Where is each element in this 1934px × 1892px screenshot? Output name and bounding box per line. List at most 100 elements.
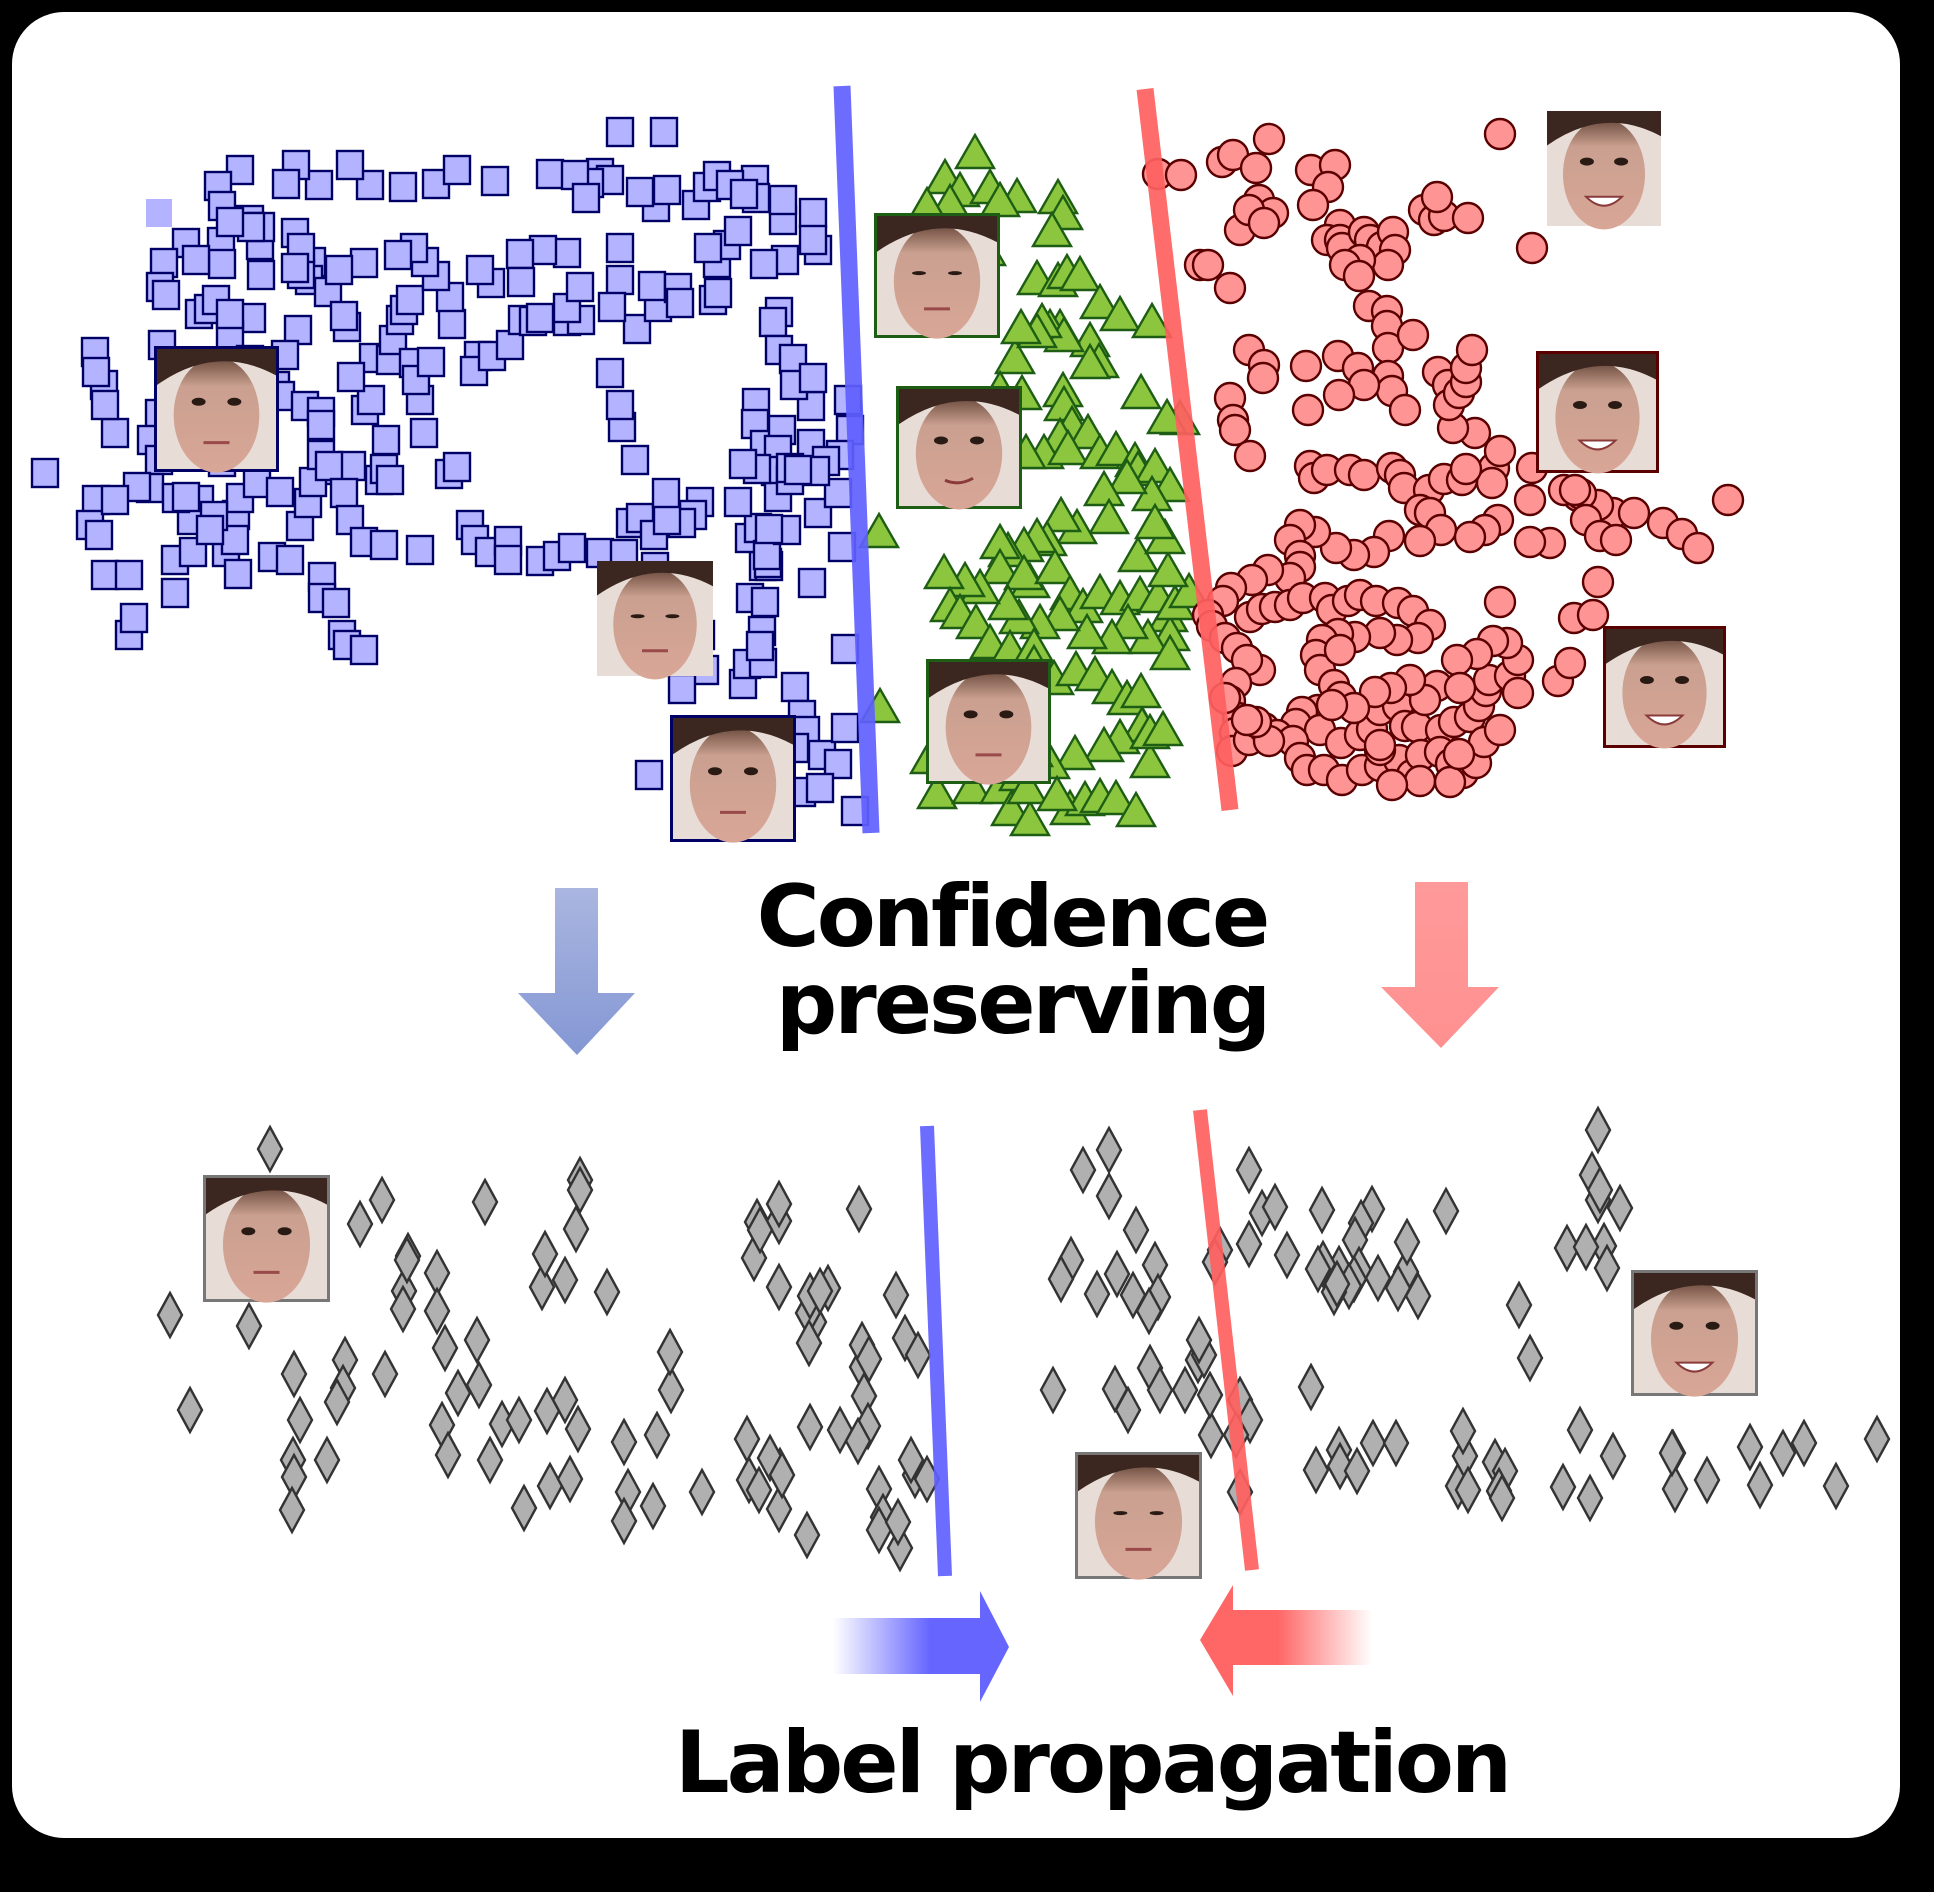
- square-marker: [405, 534, 435, 566]
- diamond-marker: [278, 1485, 306, 1535]
- triangle-marker: [954, 602, 998, 640]
- square-marker: [223, 558, 253, 590]
- square-marker: [329, 300, 359, 332]
- triangle-marker: [1046, 428, 1090, 466]
- square-marker: [160, 577, 190, 609]
- square-marker: [723, 486, 753, 518]
- triangle-marker: [1065, 612, 1109, 650]
- face-icon: [1555, 362, 1640, 474]
- diamond-marker: [1364, 1253, 1392, 1303]
- square-marker: [480, 165, 510, 197]
- circle-marker: [1246, 361, 1280, 395]
- diamond-marker: [1122, 1205, 1150, 1255]
- square-marker: [442, 154, 472, 186]
- square-marker: [651, 477, 681, 509]
- diamond-marker: [1114, 1385, 1142, 1435]
- square-marker: [557, 532, 587, 564]
- diamond-marker: [1095, 1171, 1123, 1221]
- diamond-marker: [765, 1262, 793, 1312]
- square-marker: [823, 477, 853, 509]
- square-marker: [552, 237, 582, 269]
- arrow-down-red-icon: [1381, 882, 1499, 1048]
- circle-marker: [1403, 524, 1437, 558]
- diamond-marker: [768, 1450, 796, 1500]
- diamond-marker: [1146, 1365, 1174, 1415]
- face-icon: [915, 397, 1003, 510]
- square-marker: [171, 481, 201, 513]
- diamond-marker: [389, 1284, 417, 1334]
- diamond-marker: [235, 1301, 263, 1351]
- circle-marker: [1247, 206, 1281, 240]
- circle-marker: [1581, 565, 1615, 599]
- circle-marker: [1513, 483, 1547, 517]
- triangle-marker: [1116, 535, 1160, 573]
- diamond-marker: [610, 1496, 638, 1546]
- square-marker: [652, 174, 682, 206]
- square-marker: [383, 239, 413, 271]
- diamond-marker: [528, 1262, 556, 1312]
- diamond-marker: [643, 1410, 671, 1460]
- diamond-marker: [882, 1270, 910, 1320]
- diamond-marker: [793, 1510, 821, 1560]
- square-marker: [335, 149, 365, 181]
- caption-preserving: preserving: [776, 954, 1269, 1054]
- face-icon: [222, 1186, 311, 1303]
- square-marker: [535, 158, 565, 190]
- triangle-marker: [1033, 547, 1077, 585]
- square-marker: [215, 206, 245, 238]
- circle-marker: [1599, 523, 1633, 557]
- square-marker: [797, 567, 827, 599]
- blue-boundary-line: [833, 85, 880, 834]
- square-marker: [84, 519, 114, 551]
- face-green-1-thumbnail: [874, 213, 1000, 339]
- square-marker: [803, 497, 833, 529]
- face-red-3-thumbnail: [1603, 626, 1726, 749]
- face-icon: [1094, 1463, 1183, 1580]
- diamond-marker: [1047, 1254, 1075, 1304]
- triangle-marker: [1035, 774, 1079, 812]
- face-icon: [1622, 637, 1707, 749]
- circle-marker: [1388, 393, 1422, 427]
- square-marker: [369, 529, 399, 561]
- triangle-marker: [1094, 778, 1138, 816]
- diamond-marker: [1302, 1445, 1330, 1495]
- face-red-1-thumbnail: [1547, 111, 1661, 230]
- circle-marker: [1322, 378, 1356, 412]
- diamond-marker: [286, 1395, 314, 1445]
- triangle-marker: [1146, 550, 1190, 588]
- diamond-marker: [897, 1435, 925, 1485]
- circle-marker: [1440, 643, 1474, 677]
- square-marker: [246, 259, 276, 291]
- diamond-marker: [1382, 1418, 1410, 1468]
- diamond-marker: [1693, 1455, 1721, 1505]
- triangle-marker: [1105, 457, 1149, 495]
- diamond-marker: [1516, 1333, 1544, 1383]
- circle-marker: [1553, 646, 1587, 680]
- diamond-marker: [551, 1255, 579, 1305]
- square-marker: [798, 362, 828, 394]
- triangle-marker: [1119, 671, 1163, 709]
- square-marker: [723, 215, 753, 247]
- face-green-3-thumbnail: [926, 659, 1051, 785]
- circle-marker: [1396, 318, 1430, 352]
- diamond-marker: [1235, 1219, 1263, 1269]
- decision-boundaries-layer: [833, 85, 1259, 1577]
- diamond-marker: [746, 1205, 774, 1255]
- square-marker: [780, 671, 810, 703]
- triangle-marker: [1078, 282, 1122, 320]
- circle-marker: [1420, 180, 1454, 214]
- face-icon: [173, 357, 260, 473]
- circle-marker: [1403, 764, 1437, 798]
- diamond-marker: [1384, 1263, 1412, 1313]
- arrow-right-blue-icon: [833, 1591, 1009, 1702]
- triangle-marker: [857, 511, 901, 549]
- face-icon: [893, 224, 981, 339]
- circle-marker: [1289, 349, 1323, 383]
- circle-marker: [1443, 671, 1477, 705]
- square-marker: [283, 314, 313, 346]
- diamond-marker: [368, 1175, 396, 1225]
- triangle-marker: [1068, 342, 1112, 380]
- circle-marker: [1252, 122, 1286, 156]
- square-marker: [90, 559, 120, 591]
- square-marker: [265, 476, 295, 508]
